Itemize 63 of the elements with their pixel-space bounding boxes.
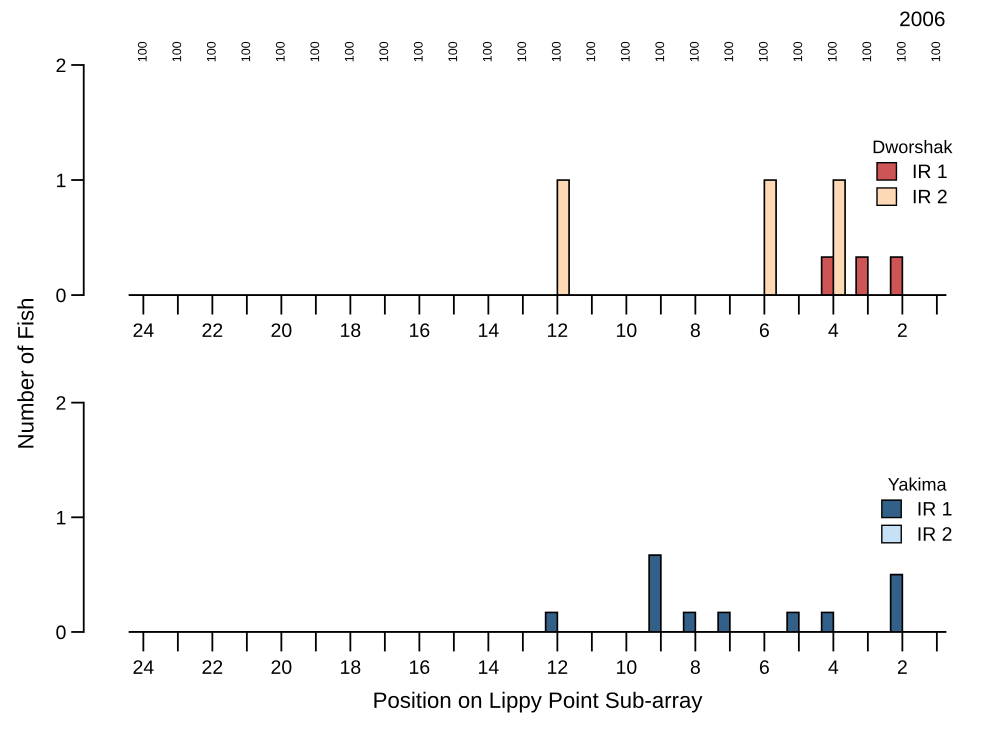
text: 100 [276, 42, 285, 62]
legend-title: Yakima [888, 477, 947, 491]
x-tick-label: 22 [202, 660, 222, 674]
x-tick-label: 6 [760, 323, 769, 338]
text: 100 [690, 42, 699, 62]
x-tick-label: 10 [617, 660, 636, 674]
x-tick-label: 14 [479, 324, 499, 337]
text: 100 [724, 42, 734, 62]
text: 100 [448, 42, 458, 62]
text: 100 [517, 42, 526, 62]
text: 100 [552, 42, 561, 62]
legend-label: IR 2 [914, 190, 947, 204]
text: 100 [896, 42, 906, 62]
y-tick-label: 1 [57, 510, 66, 524]
text: 100 [862, 42, 872, 62]
x-tick-label: 20 [272, 660, 292, 674]
x-tick-label: 10 [617, 323, 636, 338]
text: 100 [206, 42, 216, 62]
text: 100 [172, 42, 182, 62]
x-tick-label: 4 [828, 324, 838, 337]
legend-label: IR 2 [918, 527, 952, 541]
text: 100 [655, 42, 664, 62]
x-tick-label: 16 [410, 660, 430, 674]
legend-label: IR 1 [918, 502, 952, 516]
text: 100 [241, 42, 250, 62]
text: 100 [586, 42, 596, 62]
text: 100 [414, 42, 423, 62]
x-tick-label: 20 [272, 323, 292, 338]
text: 100 [344, 42, 354, 62]
x-tick-label: 16 [410, 323, 430, 338]
y-tick-label: 0 [56, 288, 66, 302]
x-tick-label: 2 [898, 323, 907, 337]
x-tick-label: 12 [548, 660, 568, 674]
text: 100 [758, 42, 768, 62]
text: 100 [379, 42, 388, 62]
x-tick-label: 8 [690, 323, 700, 338]
text: 100 [620, 42, 630, 62]
text: 100 [931, 42, 940, 62]
x-tick-label: 14 [479, 660, 499, 674]
x-tick-label: 2 [898, 660, 907, 674]
x-tick-label: 18 [341, 660, 360, 674]
x-tick-label: 6 [760, 660, 769, 674]
text: 100 [828, 42, 837, 62]
x-tick-label: 12 [548, 323, 568, 337]
x-tick-label: 18 [341, 323, 360, 338]
y-tick-label: 2 [56, 396, 66, 410]
x-tick-label: 4 [828, 660, 838, 674]
text: 100 [138, 42, 147, 62]
legend-title: Dworshak [874, 140, 952, 154]
text: 100 [793, 42, 802, 62]
y-tick-label: 0 [56, 625, 66, 640]
legend-label: IR 1 [914, 164, 947, 178]
x-tick-label: 24 [134, 323, 154, 337]
y-tick-label: 1 [57, 174, 66, 188]
x-tick-label: 24 [134, 660, 154, 674]
y-axis-title: Number of Fish [17, 298, 34, 448]
text: 100 [310, 42, 320, 62]
chart-title: 2006 [900, 12, 945, 26]
x-tick-label: 8 [690, 660, 700, 674]
text: 100 [482, 42, 492, 62]
x-tick-label: 22 [202, 323, 222, 337]
y-tick-label: 2 [56, 58, 66, 72]
x-axis-title: Position on Lippy Point Sub-array [374, 692, 702, 712]
